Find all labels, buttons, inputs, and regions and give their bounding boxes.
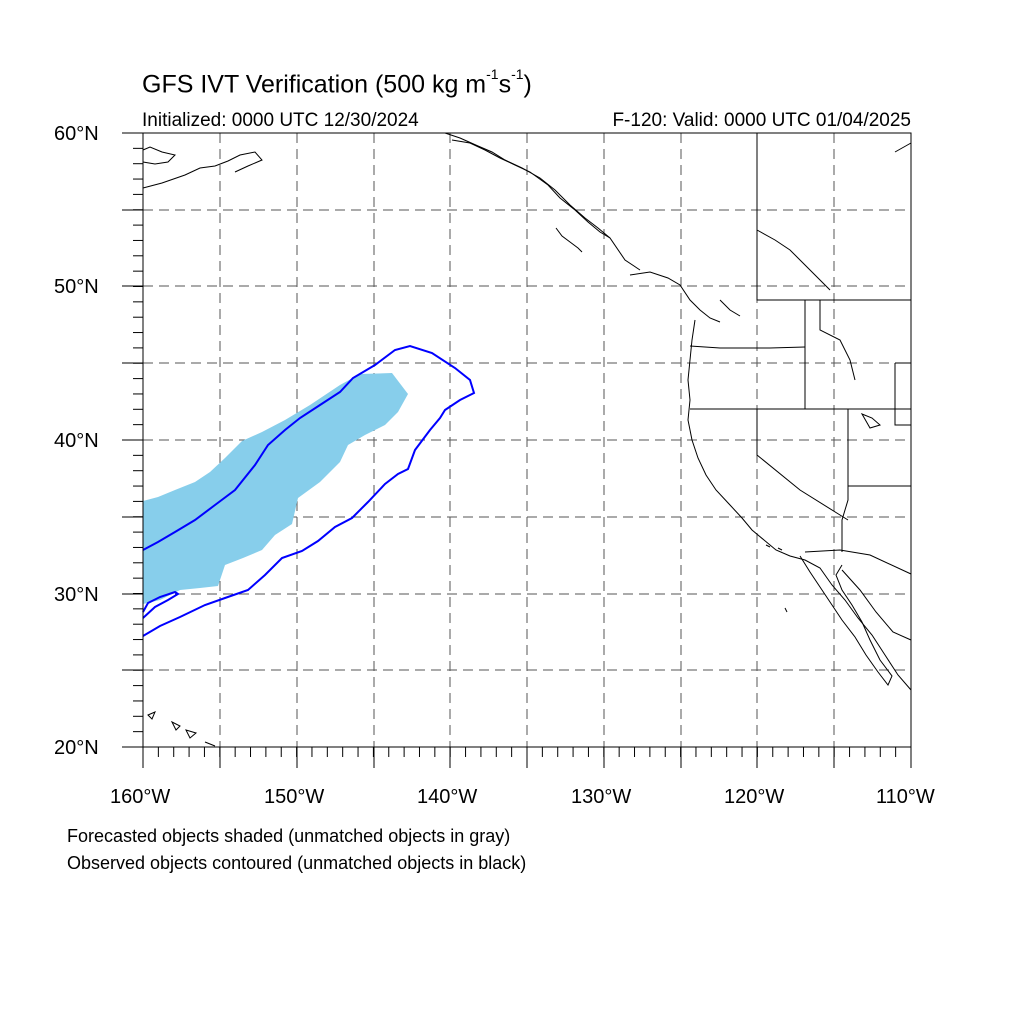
observed-object-contour [142, 344, 476, 637]
coastlines [142, 132, 912, 747]
observed-legend-note: Observed objects contoured (unmatched ob… [67, 853, 527, 873]
valid-time-label: F-120: Valid: 0000 UTC 01/04/2025 [612, 110, 911, 131]
lon-label-140w: 140°W [417, 786, 478, 808]
lon-label-130w: 130°W [571, 786, 632, 808]
lon-label-160w: 160°W [110, 786, 171, 808]
lat-label-40n: 40°N [54, 430, 99, 452]
lat-label-30n: 30°N [54, 584, 99, 606]
lat-label-50n: 50°N [54, 276, 99, 298]
forecast-object-shaded [143, 373, 408, 604]
lon-label-120w: 120°W [724, 786, 785, 808]
lon-label-110w: 110°W [876, 786, 935, 808]
observed-object-contour-southern [142, 590, 180, 619]
initialized-label: Initialized: 0000 UTC 12/30/2024 [142, 110, 419, 131]
minor-ticks [133, 132, 912, 757]
forecast-legend-note: Forecasted objects shaded (unmatched obj… [67, 826, 511, 846]
lon-label-150w: 150°W [264, 786, 325, 808]
lat-label-60n: 60°N [54, 123, 99, 145]
chart-title: GFS IVT Verification (500 kg m-1s-1) [142, 66, 532, 99]
lat-label-20n: 20°N [54, 737, 99, 759]
